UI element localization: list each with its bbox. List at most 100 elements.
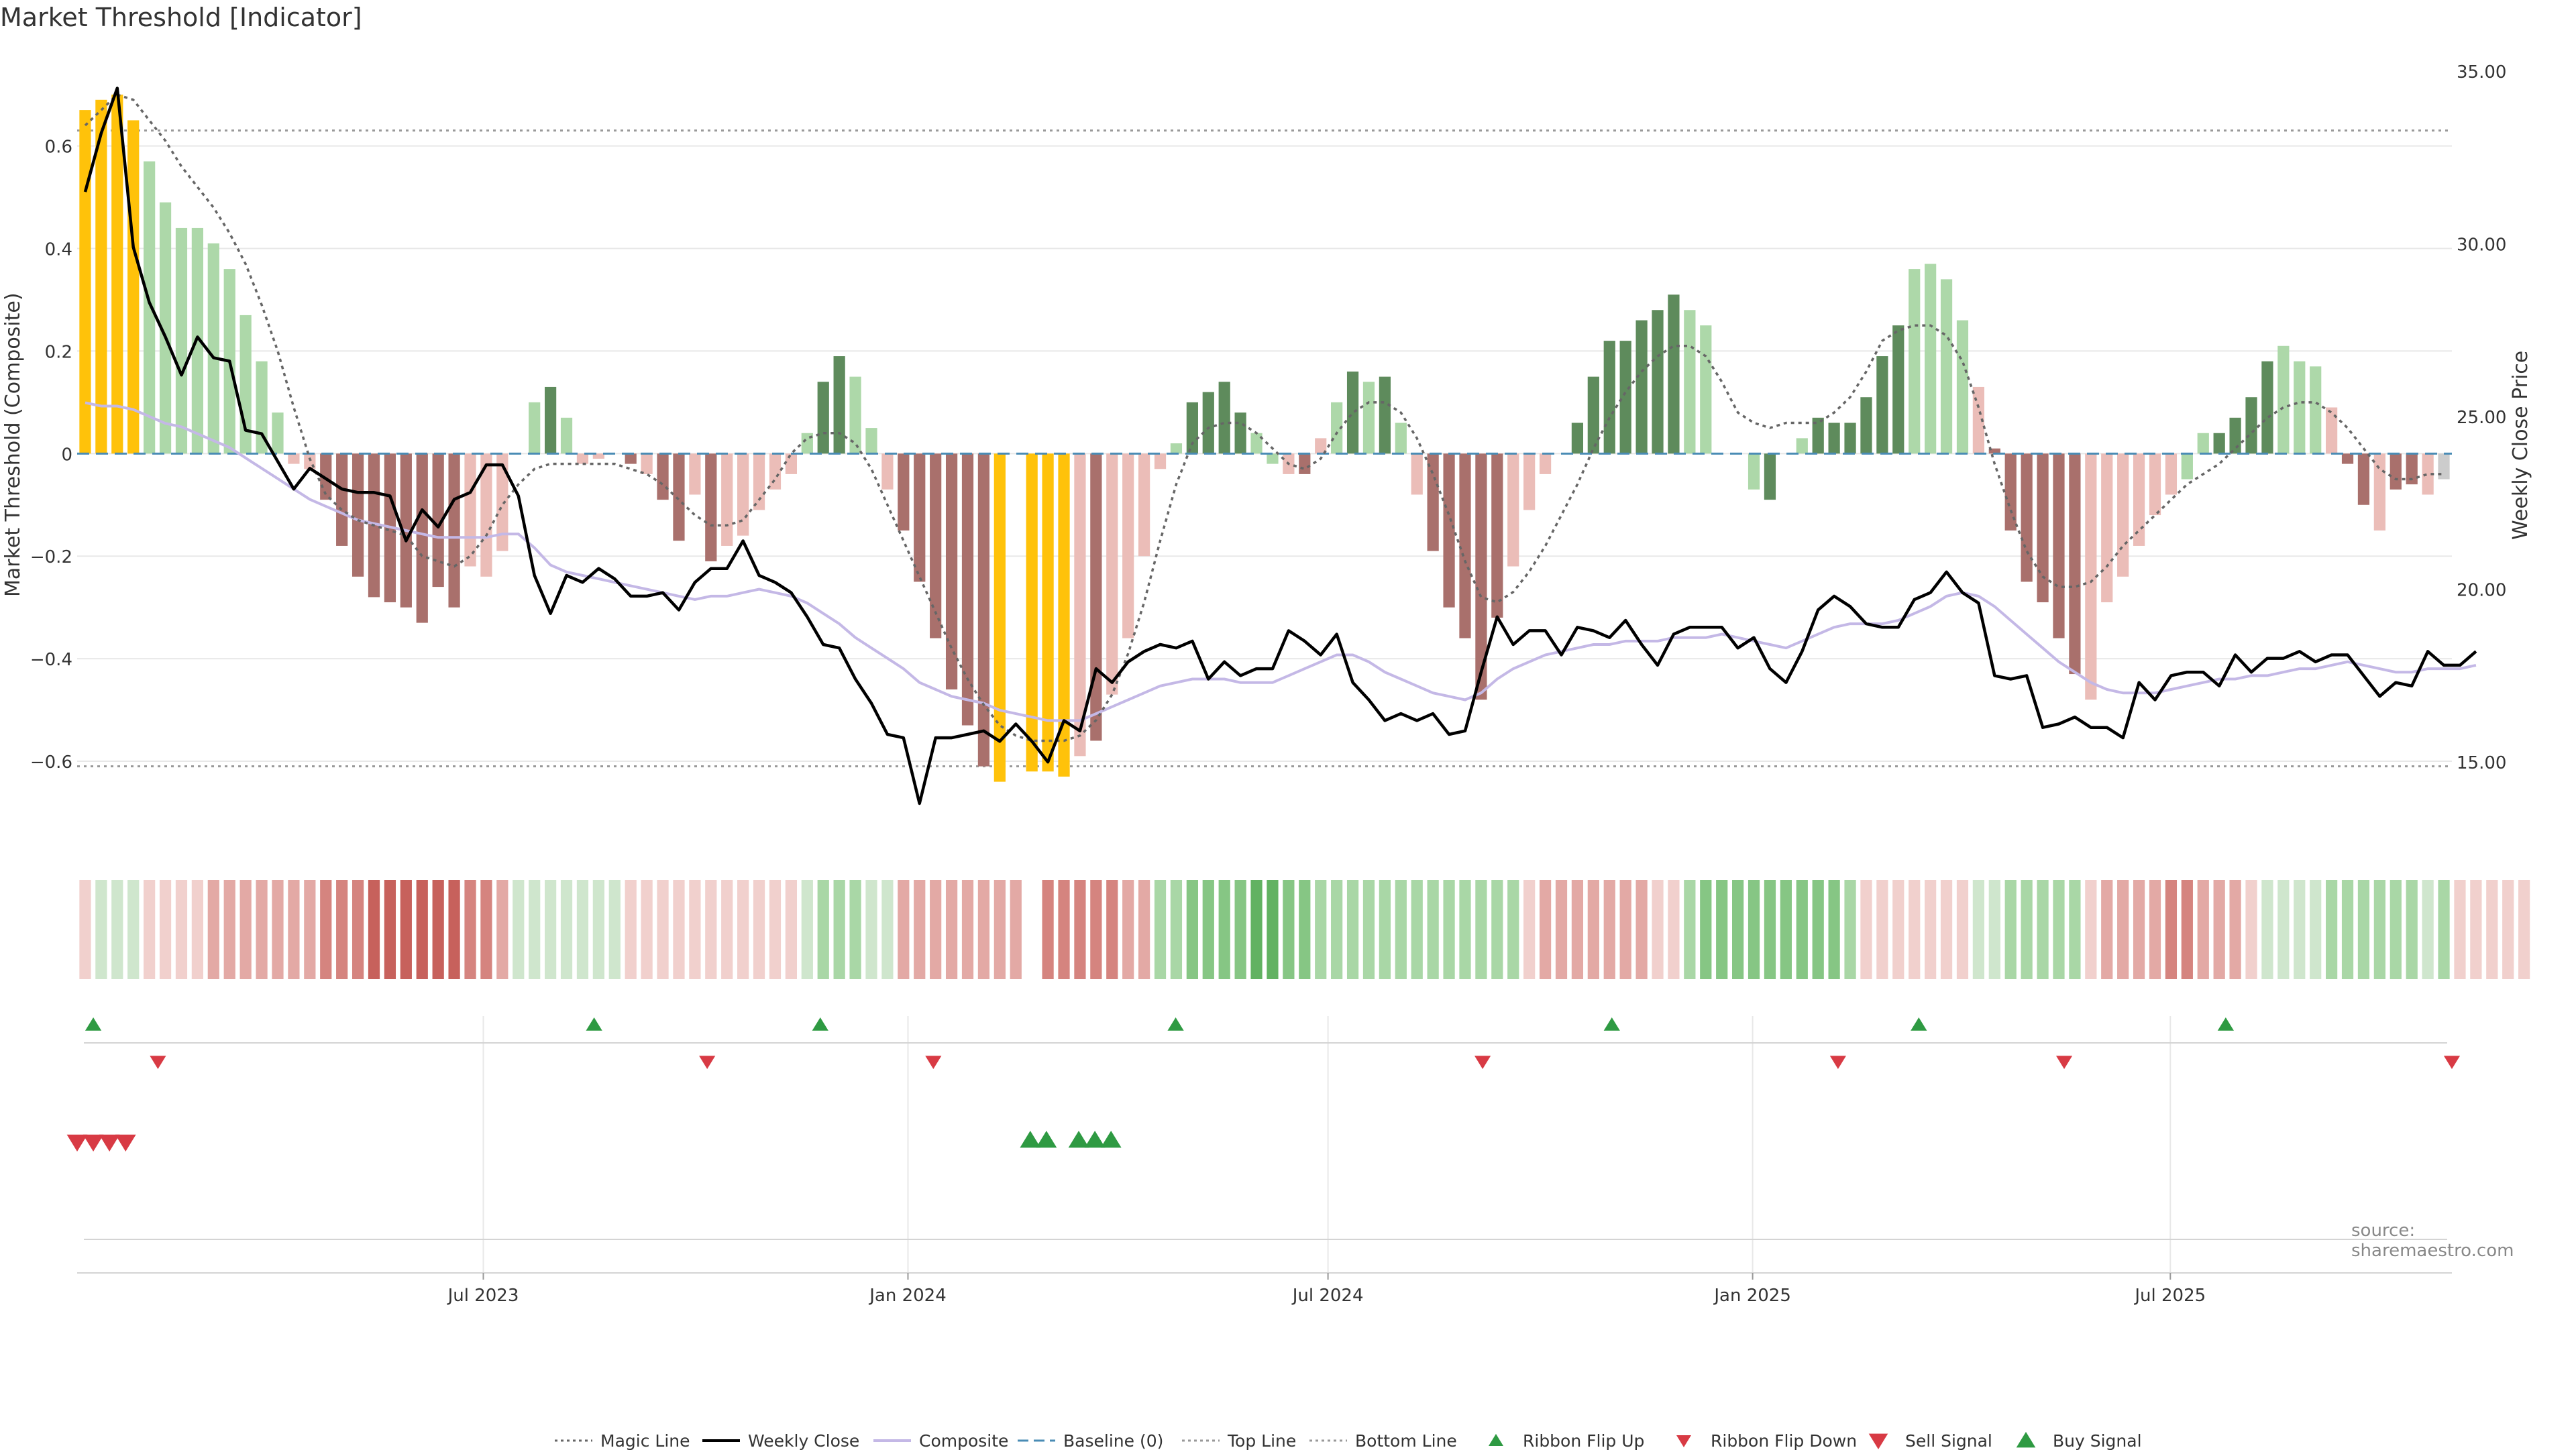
ribbon-cell [769, 880, 782, 979]
ribbon-cell [753, 880, 765, 979]
ribbon-cell [256, 880, 268, 979]
histogram-bar [2197, 433, 2209, 454]
histogram-bar [1925, 264, 1937, 454]
ribbon-flip-down-marker [150, 1056, 166, 1069]
histogram-bar [994, 453, 1006, 782]
legend-swatch [1018, 1439, 1055, 1442]
ribbon-cell [1972, 880, 1985, 979]
histogram-bar [2422, 453, 2434, 495]
histogram-bar [1748, 453, 1760, 490]
ribbon-cell [1700, 880, 1712, 979]
histogram-bar [2357, 453, 2370, 505]
legend-item: Sell Signal [1858, 1427, 1992, 1454]
histogram-bar [657, 453, 669, 500]
histogram-bar [705, 453, 717, 561]
ribbon-cell [175, 880, 188, 979]
histogram-bar [1491, 453, 1503, 618]
ribbon-cell [1571, 880, 1584, 979]
ribbon-cell [1892, 880, 1904, 979]
ribbon-cell [1362, 880, 1375, 979]
histogram-bar [1411, 453, 1423, 495]
histogram-bar [1860, 397, 1872, 454]
ribbon-cell [432, 880, 444, 979]
legend-label: Bottom Line [1355, 1431, 1457, 1451]
ribbon-cell [352, 880, 364, 979]
ribbon-cell [977, 880, 990, 979]
histogram-bar [111, 95, 123, 454]
sell-signal-marker [99, 1134, 120, 1152]
ribbon-cell [544, 880, 557, 979]
histogram-bar [2277, 345, 2290, 454]
ribbon-cell [2037, 880, 2049, 979]
ribbon-cell [2181, 880, 2193, 979]
histogram-bar [1315, 438, 1327, 454]
histogram-bar [1587, 376, 1599, 454]
ribbon-cell [239, 880, 252, 979]
ribbon-cell [2245, 880, 2257, 979]
ribbon-cell [657, 880, 669, 979]
x-tick-label: Jan 2024 [868, 1286, 947, 1306]
buy-signal-marker [1084, 1131, 1106, 1148]
ribbon-cell [1716, 880, 1728, 979]
ribbon-cell [801, 880, 813, 979]
y-tick-label: 0.4 [45, 240, 72, 260]
ribbon-cell [2261, 880, 2273, 979]
histogram-bar [753, 453, 765, 510]
ribbon-cell [2486, 880, 2498, 979]
histogram-bar [1668, 294, 1680, 454]
histogram-bar [288, 453, 300, 464]
legend-swatch [1868, 1433, 1888, 1449]
ribbon-cell [1539, 880, 1552, 979]
ribbon-flip-up-marker [1167, 1017, 1184, 1031]
ribbon-cell [2341, 880, 2354, 979]
histogram-bar [1940, 279, 1953, 454]
y-tick-label: −0.4 [30, 650, 72, 670]
ribbon-cell [2438, 880, 2450, 979]
ribbon-cell [2021, 880, 2033, 979]
ribbon-cell [608, 880, 621, 979]
histogram-bar [159, 202, 172, 454]
histogram-bar [1459, 453, 1471, 638]
legend: Magic Line Weekly Close Composite Baseline … [0, 1427, 2576, 1454]
histogram-bar [1170, 443, 1183, 454]
ribbon-cell [2373, 880, 2385, 979]
histogram-bar [1395, 423, 1407, 454]
ribbon-cell [1764, 880, 1776, 979]
ribbon-cell [159, 880, 172, 979]
ribbon-cell [2117, 880, 2129, 979]
ribbon-cell [2004, 880, 2017, 979]
histogram-bar [785, 453, 798, 474]
ribbon-cell [1668, 880, 1680, 979]
histogram-bar [1684, 310, 1696, 454]
ribbon-cell [930, 880, 942, 979]
ribbon-cell [2101, 880, 2113, 979]
ribbon-cell [2213, 880, 2225, 979]
x-tick-label: Jan 2025 [1713, 1286, 1791, 1306]
ribbon-cell [898, 880, 910, 979]
y2-tick-label: 15.00 [2457, 753, 2506, 773]
histogram-bar [2165, 453, 2178, 495]
histogram-bar [1106, 453, 1118, 695]
histogram-bar [544, 386, 557, 454]
histogram-bar [2213, 433, 2225, 454]
ribbon-cell [127, 880, 140, 979]
histogram-bar [1475, 453, 1487, 700]
y-tick-label: −0.2 [30, 547, 72, 567]
ribbon-cell [1042, 880, 1054, 979]
histogram-bar [1909, 269, 1921, 454]
ribbon-cell [1876, 880, 1888, 979]
histogram-bar [432, 453, 444, 588]
ribbon-cell [2053, 880, 2065, 979]
ribbon-cell [191, 880, 204, 979]
histogram-bar [849, 376, 861, 454]
ribbon-cell [2277, 880, 2290, 979]
ribbon-cell [881, 880, 894, 979]
ribbon-cell [1828, 880, 1840, 979]
ribbon-flip-down-marker [2443, 1056, 2461, 1069]
ribbon-cell [2229, 880, 2241, 979]
x-tick-label: Jul 2024 [1291, 1286, 1364, 1306]
legend-label: Buy Signal [2053, 1431, 2142, 1451]
legend-label: Ribbon Flip Up [1523, 1431, 1645, 1451]
histogram-bar [2373, 453, 2385, 530]
histogram-bar [272, 412, 284, 454]
